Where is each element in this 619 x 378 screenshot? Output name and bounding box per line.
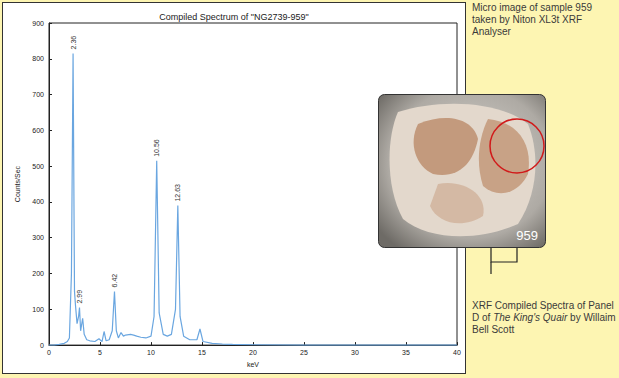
svg-text:10.56: 10.56: [153, 139, 160, 157]
svg-text:10: 10: [147, 349, 155, 356]
svg-text:600: 600: [32, 127, 44, 134]
svg-text:700: 700: [32, 91, 44, 98]
svg-text:2.36: 2.36: [70, 36, 77, 50]
svg-text:25: 25: [300, 349, 308, 356]
svg-text:0: 0: [40, 342, 44, 349]
svg-text:500: 500: [32, 163, 44, 170]
svg-text:40: 40: [453, 349, 461, 356]
svg-text:959: 959: [516, 228, 538, 243]
svg-text:5: 5: [98, 349, 102, 356]
svg-text:400: 400: [32, 198, 44, 205]
svg-text:35: 35: [402, 349, 410, 356]
svg-text:12.63: 12.63: [174, 184, 181, 202]
svg-text:100: 100: [32, 306, 44, 313]
svg-text:20: 20: [249, 349, 257, 356]
svg-text:keV: keV: [247, 361, 259, 368]
svg-text:800: 800: [32, 55, 44, 62]
svg-text:Counts/Sec: Counts/Sec: [14, 165, 21, 202]
svg-text:900: 900: [32, 20, 44, 27]
svg-text:Compiled Spectrum of "NG2739-9: Compiled Spectrum of "NG2739-959": [159, 12, 308, 22]
svg-text:0: 0: [47, 349, 51, 356]
html-text:Micro image of sample 959 take: Micro image of sample 959 taken by Niton…: [472, 2, 593, 37]
svg-text:300: 300: [32, 234, 44, 241]
svg-text:200: 200: [32, 270, 44, 277]
svg-text:30: 30: [351, 349, 359, 356]
html-text:XRF Compiled Spectra of Panel: XRF Compiled Spectra of Panel D of The K…: [472, 300, 616, 335]
svg-text:2.99: 2.99: [76, 290, 83, 304]
svg-text:15: 15: [198, 349, 206, 356]
svg-text:6.42: 6.42: [111, 274, 118, 288]
